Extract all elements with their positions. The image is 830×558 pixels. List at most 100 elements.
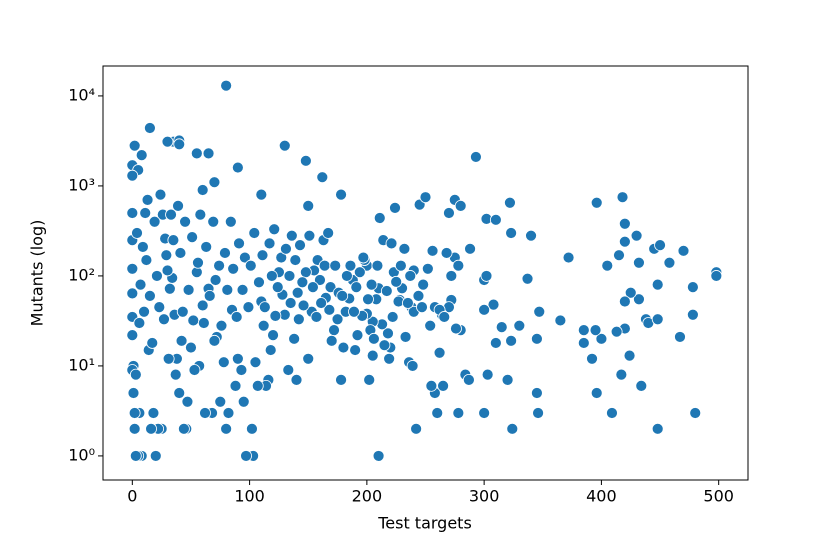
point <box>481 368 494 381</box>
point <box>577 337 590 349</box>
point <box>207 215 220 228</box>
point <box>197 317 210 329</box>
point <box>240 450 252 462</box>
point <box>176 305 189 318</box>
point <box>531 387 543 399</box>
point <box>331 313 344 326</box>
point <box>438 311 451 323</box>
point <box>244 259 257 272</box>
point <box>148 215 161 228</box>
point <box>686 308 699 321</box>
point <box>221 283 234 296</box>
point <box>367 332 380 345</box>
point <box>349 344 362 356</box>
point <box>236 283 249 296</box>
point <box>373 212 386 224</box>
point <box>365 278 378 291</box>
point <box>288 332 301 345</box>
point <box>525 229 537 242</box>
point <box>255 188 268 201</box>
point <box>268 223 281 236</box>
point <box>353 266 366 279</box>
point <box>351 329 364 341</box>
point <box>618 217 631 230</box>
point <box>303 229 316 242</box>
point <box>263 237 276 250</box>
point <box>371 259 384 272</box>
point <box>363 373 376 386</box>
point <box>136 241 149 253</box>
point <box>269 309 282 322</box>
point <box>610 325 623 338</box>
point <box>194 208 207 221</box>
x-tick-label: 500 <box>703 487 734 506</box>
point <box>674 331 686 343</box>
x-tick-label: 300 <box>469 487 500 506</box>
point <box>257 319 270 332</box>
point <box>167 234 180 247</box>
point <box>179 215 191 228</box>
point <box>185 341 197 354</box>
point <box>521 272 534 285</box>
point <box>689 407 702 419</box>
point <box>398 242 411 255</box>
point <box>618 235 631 248</box>
point <box>318 259 331 272</box>
point <box>366 349 379 362</box>
point <box>248 227 261 239</box>
point <box>169 368 182 381</box>
point <box>595 332 608 345</box>
point <box>489 213 502 226</box>
point <box>242 301 255 314</box>
point <box>389 201 401 214</box>
point <box>220 79 233 92</box>
point <box>129 368 142 381</box>
point <box>504 196 516 209</box>
point <box>533 305 546 318</box>
point <box>144 122 156 134</box>
point <box>341 270 353 282</box>
point <box>412 289 425 302</box>
point <box>378 339 391 352</box>
point <box>501 373 514 386</box>
point <box>147 407 160 419</box>
x-tick-label: 200 <box>352 487 383 506</box>
point <box>390 275 403 288</box>
point <box>562 251 575 264</box>
point <box>145 422 157 435</box>
point <box>513 319 526 332</box>
point <box>335 373 347 386</box>
point <box>146 337 159 349</box>
point <box>138 305 150 318</box>
point <box>618 295 631 308</box>
point <box>173 138 186 151</box>
point <box>222 407 235 419</box>
point <box>299 154 312 167</box>
point <box>357 251 370 264</box>
point <box>323 303 336 316</box>
point <box>394 259 407 272</box>
point <box>202 147 215 160</box>
point <box>196 299 209 312</box>
point <box>380 285 393 297</box>
y-tick-label: 10⁰ <box>68 445 95 464</box>
point <box>316 171 329 184</box>
point <box>285 229 298 242</box>
point <box>686 281 699 294</box>
point <box>235 364 248 376</box>
point <box>126 329 139 341</box>
point <box>208 176 221 189</box>
point <box>173 387 186 399</box>
point <box>238 251 251 264</box>
point <box>209 274 222 286</box>
point <box>182 283 195 296</box>
point <box>219 247 231 259</box>
point <box>613 249 625 262</box>
point <box>495 321 508 333</box>
x-axis-label: Test targets <box>377 514 472 533</box>
point <box>404 270 417 282</box>
point <box>131 227 143 239</box>
point <box>154 188 167 201</box>
point <box>606 407 618 419</box>
